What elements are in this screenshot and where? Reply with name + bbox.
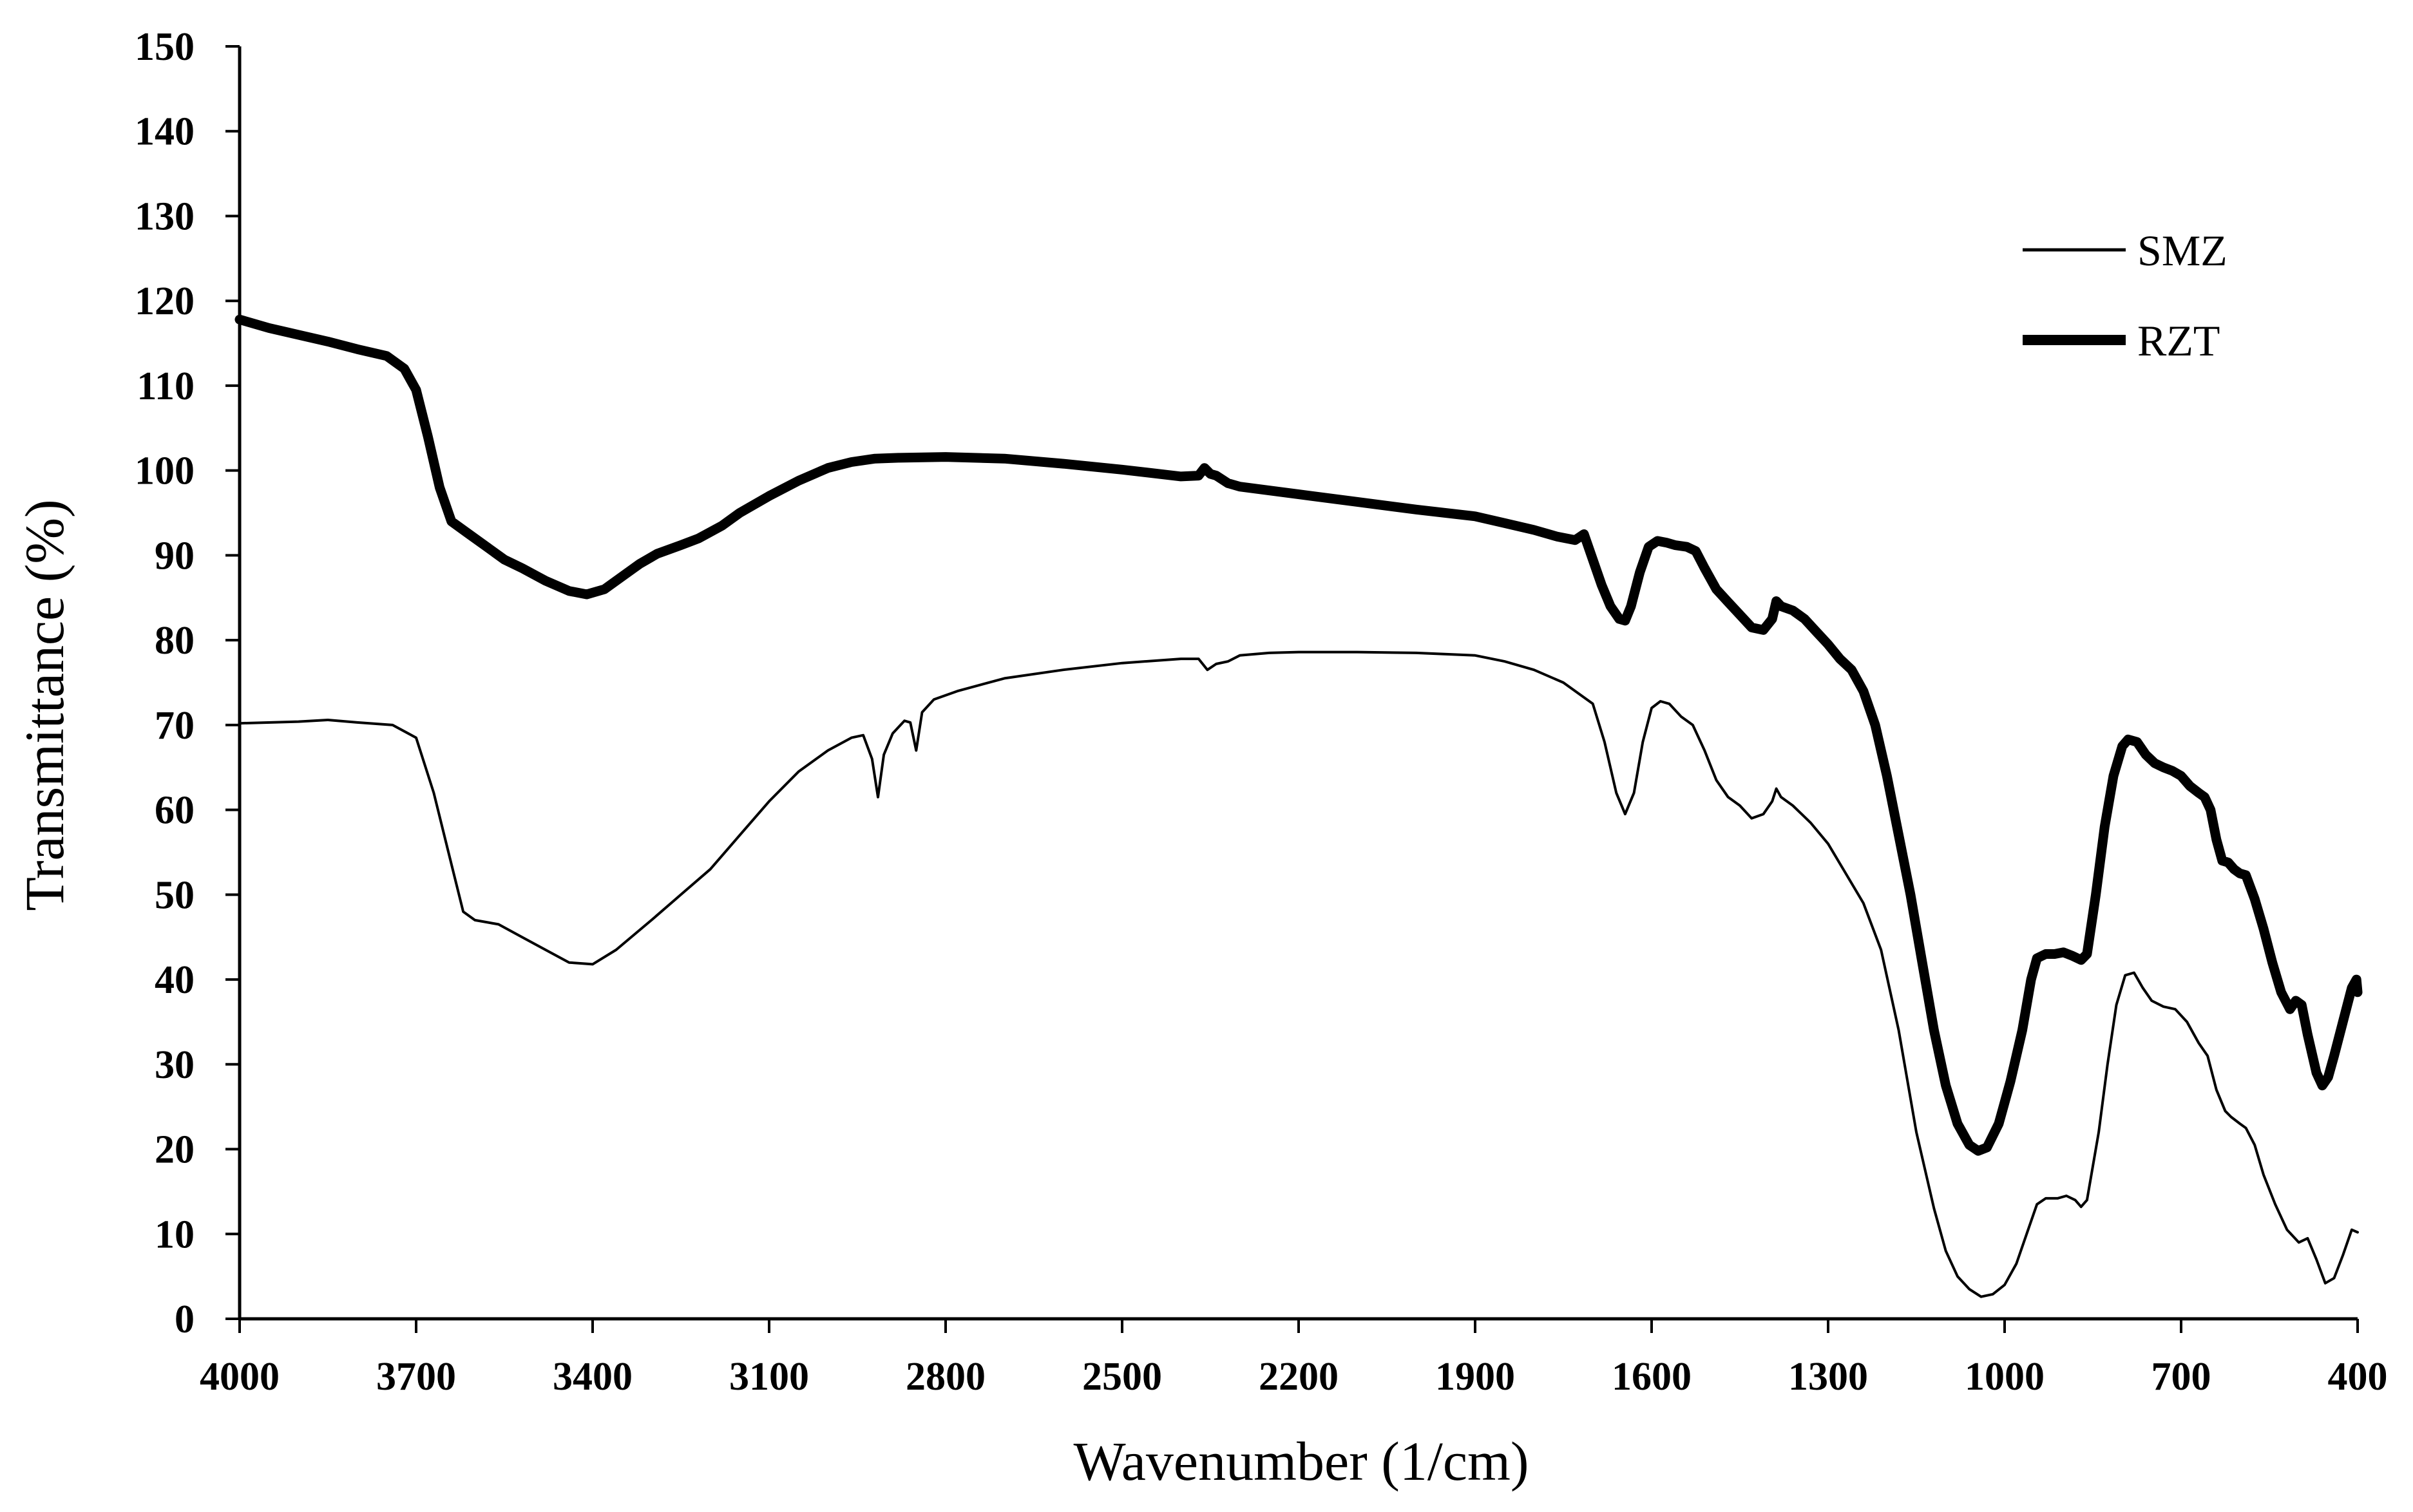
x-tick-label: 4000	[200, 1355, 280, 1399]
y-tick-label: 130	[135, 194, 195, 238]
x-tick-label: 1600	[1612, 1355, 1692, 1399]
x-tick-label: 3700	[376, 1355, 456, 1399]
x-tick-label: 2500	[1082, 1355, 1162, 1399]
y-tick-label: 50	[155, 873, 195, 917]
y-tick-label: 80	[155, 619, 195, 663]
y-tick-label: 100	[135, 449, 195, 493]
y-ticks: 0 10 20 30 40 50 60 70 80 90 100 110 120 130 140 150	[135, 25, 240, 1341]
y-tick-label: 40	[155, 958, 195, 1002]
y-tick-label: 20	[155, 1128, 195, 1172]
x-tick-label: 700	[2151, 1355, 2211, 1399]
legend-label-smz: SMZ	[2137, 226, 2227, 275]
series-lines	[234, 314, 2363, 1298]
x-ticks: 4000 3700 3400 3100 2800 2500 2200 1900 1600 1300…	[200, 1319, 2388, 1399]
x-tick-label: 400	[2328, 1355, 2388, 1399]
y-tick-label: 140	[135, 110, 195, 154]
series-line-rzt	[234, 314, 2363, 1156]
x-tick-label: 1300	[1788, 1355, 1868, 1399]
y-tick-label: 10	[155, 1213, 195, 1256]
x-axis-title: Wavenumber (1/cm)	[1073, 1430, 1529, 1492]
x-tick-label: 3100	[729, 1355, 809, 1399]
legend: SMZ RZT	[2023, 226, 2227, 365]
y-tick-label: 90	[155, 534, 195, 578]
x-tick-label: 2800	[906, 1355, 986, 1399]
x-tick-label: 2200	[1259, 1355, 1339, 1399]
y-tick-label: 120	[135, 279, 195, 323]
series-line-smz	[238, 650, 2359, 1298]
y-tick-label: 30	[155, 1043, 195, 1087]
legend-label-rzt: RZT	[2137, 316, 2220, 365]
y-tick-label: 150	[135, 25, 195, 69]
y-tick-label: 70	[155, 704, 195, 748]
y-tick-label: 0	[175, 1298, 195, 1341]
y-axis-title: Transmittance (%)	[14, 499, 75, 911]
x-tick-label: 1000	[1965, 1355, 2045, 1399]
y-tick-label: 60	[155, 789, 195, 833]
x-tick-label: 3400	[553, 1355, 633, 1399]
x-tick-label: 1900	[1435, 1355, 1515, 1399]
y-tick-label: 110	[137, 364, 195, 408]
